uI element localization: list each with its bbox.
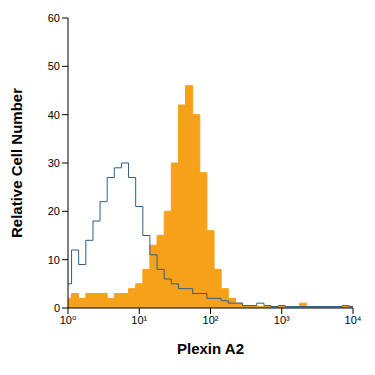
- svg-text:10: 10: [48, 254, 60, 266]
- svg-text:10³: 10³: [274, 314, 290, 326]
- svg-text:20: 20: [48, 205, 60, 217]
- svg-text:10⁰: 10⁰: [60, 314, 77, 326]
- svg-text:10⁴: 10⁴: [345, 314, 362, 326]
- svg-text:Relative Cell Number: Relative Cell Number: [8, 88, 25, 238]
- svg-text:Plexin A2: Plexin A2: [177, 340, 244, 357]
- svg-text:10¹: 10¹: [131, 314, 147, 326]
- svg-text:60: 60: [48, 12, 60, 24]
- svg-text:40: 40: [48, 109, 60, 121]
- svg-text:30: 30: [48, 157, 60, 169]
- svg-text:0: 0: [54, 302, 60, 314]
- svg-text:50: 50: [48, 60, 60, 72]
- svg-text:10²: 10²: [203, 314, 219, 326]
